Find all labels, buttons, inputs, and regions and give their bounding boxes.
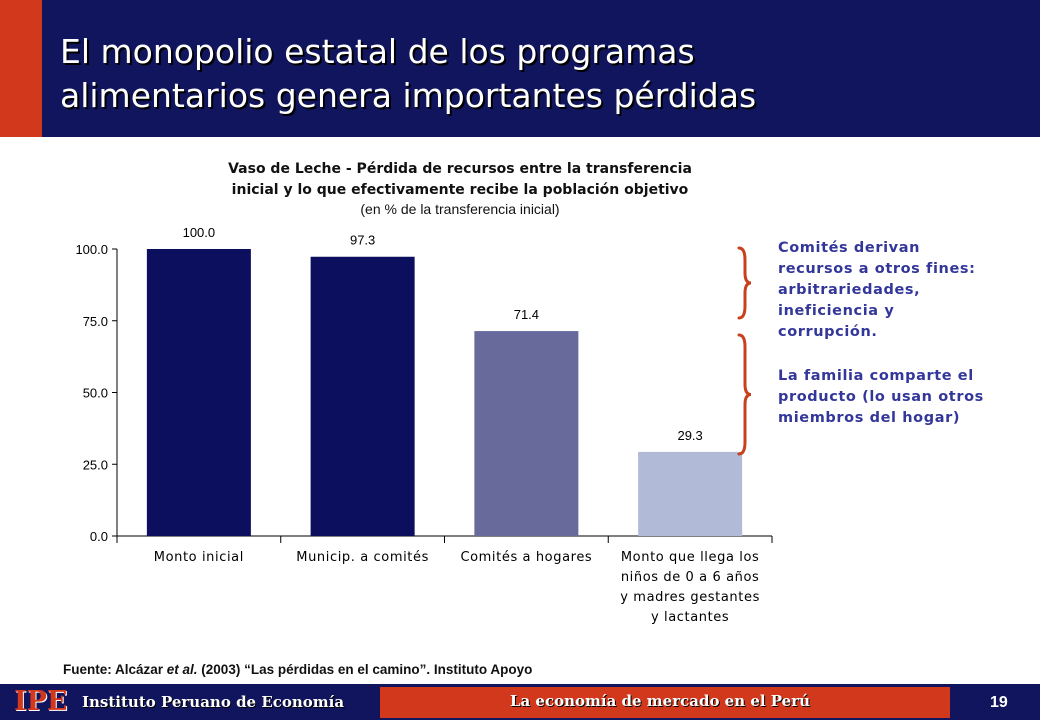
slide-title: El monopolio estatal de los programas al… — [60, 32, 757, 115]
x-category-label: niños de 0 a 6 años — [621, 570, 760, 585]
bar — [638, 451, 743, 536]
annotation-committees: Comités derivan recursos a otros fines: … — [778, 240, 976, 340]
chart-subtitle: (en % de la transferencia inicial) — [360, 201, 560, 217]
y-tick-label: 50.0 — [83, 386, 108, 401]
tagline: La economía de mercado en el Perú — [509, 692, 811, 710]
y-tick-label: 100.0 — [75, 242, 108, 257]
source-note: Fuente: Alcázar et al. (2003) “Las pérdi… — [63, 662, 532, 677]
source-italic: et al. — [166, 662, 198, 677]
page-number: 19 — [990, 694, 1008, 711]
chart-title: Vaso de Leche - Pérdida de recursos entr… — [228, 161, 692, 198]
bracket-committees — [737, 246, 752, 320]
x-category-label: Monto que llega los — [621, 550, 760, 565]
bar — [310, 256, 415, 536]
data-label: 100.0 — [183, 225, 216, 240]
tagline-band — [380, 687, 950, 718]
institution-name: Instituto Peruano de Economía — [82, 693, 345, 711]
y-tick-label: 25.0 — [83, 457, 108, 472]
data-label: 71.4 — [514, 307, 539, 322]
y-tick-label: 0.0 — [90, 529, 108, 544]
bar — [146, 249, 251, 536]
annotation-family: La familia comparte el producto (lo usan… — [778, 368, 984, 426]
ipe-logo: IPE — [14, 686, 68, 717]
y-tick-label: 75.0 — [83, 314, 108, 329]
data-label: 97.3 — [350, 233, 375, 248]
bar — [474, 331, 579, 536]
data-label: 29.3 — [677, 428, 702, 443]
bracket-family — [737, 333, 752, 456]
x-category-label: Comités a hogares — [460, 550, 592, 565]
header-accent-bar — [0, 0, 42, 137]
source-suffix: (2003) “Las pérdidas en el camino”. Inst… — [197, 662, 533, 677]
x-category-label: y lactantes — [651, 610, 729, 625]
source-prefix: Fuente: Alcázar — [63, 662, 167, 677]
x-category-label: Municip. a comités — [296, 550, 429, 565]
header-band — [42, 0, 1040, 137]
x-category-label: Monto inicial — [154, 550, 244, 565]
x-category-label: y madres gestantes — [620, 590, 760, 605]
